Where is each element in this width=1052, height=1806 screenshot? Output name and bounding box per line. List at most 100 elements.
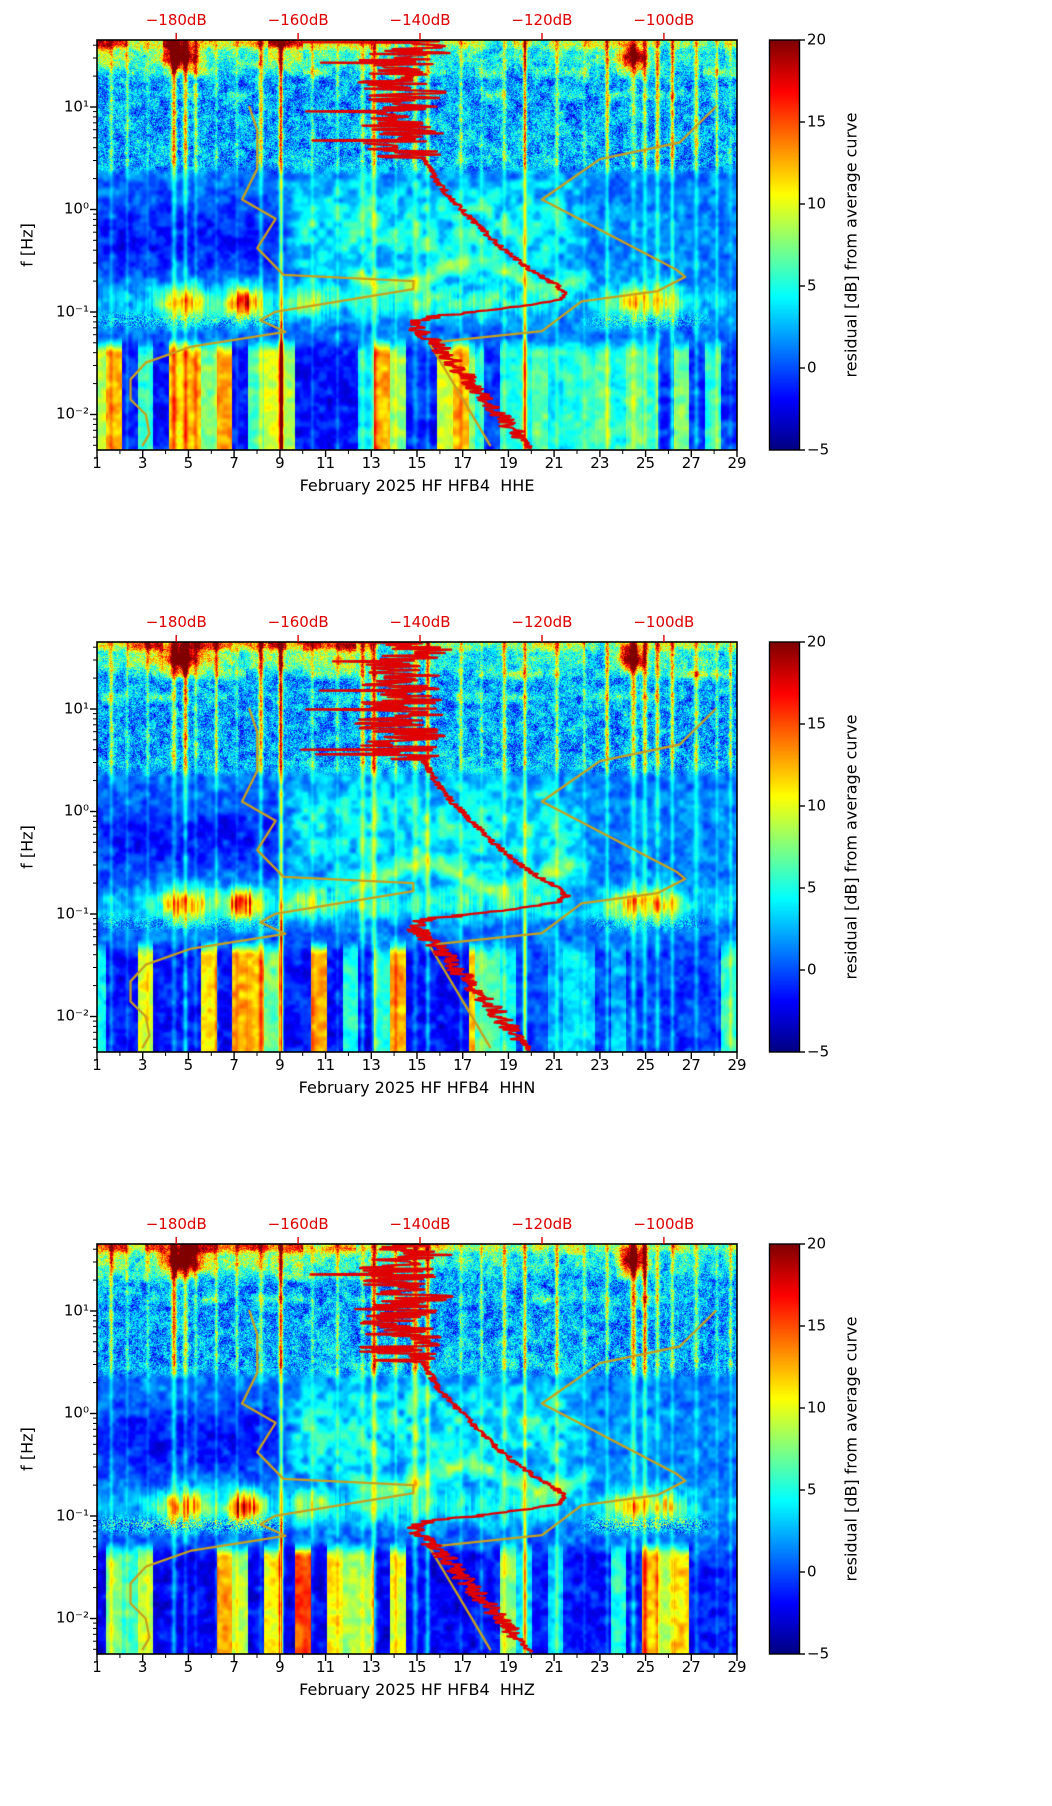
y-tick-label: 10⁰ [63, 801, 89, 820]
panel-hhz: f [Hz] February 2025 HF HFB4 HHZ residua… [0, 1204, 1052, 1806]
y-tick-label: 10¹ [63, 1301, 89, 1320]
x-tick-label: 19 [498, 1658, 518, 1676]
colorbar-tick-label: 15 [807, 1316, 827, 1335]
colorbar-tick-label: 0 [807, 960, 817, 979]
x-tick-label: 3 [137, 1658, 148, 1676]
db-tick-label: −140dB [389, 613, 451, 631]
db-tick-label: −100dB [633, 1215, 695, 1233]
db-tick-label: −120dB [511, 1215, 573, 1233]
db-tick-label: −180dB [145, 1215, 207, 1233]
db-tick-label: −140dB [389, 11, 451, 29]
x-tick-label: 23 [590, 454, 610, 472]
y-tick-label: 10⁻² [55, 1006, 89, 1025]
x-tick-label: 1 [92, 1658, 102, 1676]
y-axis-label: f [Hz] [17, 825, 37, 869]
x-tick-label: 17 [453, 454, 473, 472]
x-tick-label: 25 [636, 1056, 656, 1074]
db-tick-label: −100dB [633, 613, 695, 631]
colorbar-label: residual [dB] from average curve [841, 112, 861, 378]
x-tick-label: 21 [544, 454, 564, 472]
colorbar-hhz [770, 1244, 800, 1654]
x-tick-label: 9 [275, 1056, 285, 1074]
x-tick-label: 9 [275, 1658, 285, 1676]
y-tick-label: 10⁰ [63, 1403, 89, 1422]
db-tick-label: −160dB [267, 613, 329, 631]
x-tick-label: 15 [407, 1658, 427, 1676]
y-tick-label: 10⁻² [55, 404, 89, 423]
x-tick-label: 1 [92, 454, 102, 472]
colorbar-tick-label: 20 [807, 632, 827, 651]
x-axis-label-hhz: February 2025 HF HFB4 HHZ [299, 1680, 535, 1699]
colorbar-tick-label: 10 [807, 194, 827, 213]
x-tick-label: 3 [137, 1056, 148, 1074]
panel-hhe: f [Hz] February 2025 HF HFB4 HHE residua… [0, 0, 1052, 602]
x-tick-label: 5 [183, 1056, 194, 1074]
x-tick-label: 11 [316, 1056, 336, 1074]
x-tick-label: 15 [407, 454, 427, 472]
x-axis-label-hhe: February 2025 HF HFB4 HHE [299, 476, 535, 495]
db-tick-label: −100dB [633, 11, 695, 29]
colorbar-tick-label: 0 [807, 1562, 817, 1581]
colorbar-tick-label: 15 [807, 112, 827, 131]
x-tick-label: 27 [681, 454, 701, 472]
x-tick-label: 15 [407, 1056, 427, 1074]
y-tick-label: 10¹ [63, 699, 89, 718]
db-tick-label: −180dB [145, 11, 207, 29]
y-axis-label: f [Hz] [17, 223, 37, 267]
x-axis-label-hhn: February 2025 HF HFB4 HHN [298, 1078, 536, 1097]
x-tick-label: 13 [361, 454, 381, 472]
y-tick-label: 10⁻¹ [55, 302, 89, 321]
x-tick-label: 5 [183, 1658, 194, 1676]
x-tick-label: 29 [727, 1056, 747, 1074]
x-tick-label: 13 [361, 1056, 381, 1074]
x-tick-label: 13 [361, 1658, 381, 1676]
x-tick-label: 19 [498, 454, 518, 472]
x-tick-label: 9 [275, 454, 285, 472]
colorbar-tick-label: 10 [807, 1398, 827, 1417]
x-tick-label: 23 [590, 1658, 610, 1676]
y-tick-label: 10⁰ [63, 199, 89, 218]
db-tick-label: −140dB [389, 1215, 451, 1233]
spectrogram-canvas-hhz [97, 1244, 737, 1654]
db-tick-label: −120dB [511, 11, 573, 29]
y-tick-label: 10⁻² [55, 1608, 89, 1627]
y-tick-label: 10⁻¹ [55, 1506, 89, 1525]
x-tick-label: 19 [498, 1056, 518, 1074]
colorbar-tick-label: 0 [807, 358, 817, 377]
db-tick-label: −180dB [145, 613, 207, 631]
x-tick-label: 29 [727, 454, 747, 472]
colorbar-label: residual [dB] from average curve [841, 1316, 861, 1582]
colorbar-tick-label: 5 [807, 1480, 817, 1499]
x-tick-label: 7 [229, 1056, 239, 1074]
x-tick-label: 7 [229, 1658, 239, 1676]
colorbar-tick-label: 10 [807, 796, 827, 815]
x-tick-label: 25 [636, 1658, 656, 1676]
colorbar-tick-label: −5 [807, 1644, 830, 1663]
x-tick-label: 27 [681, 1056, 701, 1074]
colorbar-tick-label: −5 [807, 1042, 830, 1061]
colorbar-tick-label: 20 [807, 30, 827, 49]
colorbar-tick-label: 5 [807, 878, 817, 897]
x-tick-label: 27 [681, 1658, 701, 1676]
db-tick-label: −160dB [267, 1215, 329, 1233]
colorbar-tick-label: 15 [807, 714, 827, 733]
colorbar-tick-label: 20 [807, 1234, 827, 1253]
x-tick-label: 29 [727, 1658, 747, 1676]
y-tick-label: 10¹ [63, 97, 89, 116]
x-tick-label: 21 [544, 1056, 564, 1074]
db-tick-label: −120dB [511, 613, 573, 631]
x-tick-label: 17 [453, 1658, 473, 1676]
x-tick-label: 3 [137, 454, 148, 472]
colorbar-hhe [770, 40, 800, 450]
panel-hhn: f [Hz] February 2025 HF HFB4 HHN residua… [0, 602, 1052, 1204]
spectrogram-canvas-hhn [97, 642, 737, 1052]
colorbar-tick-label: 5 [807, 276, 817, 295]
colorbar-hhn [770, 642, 800, 1052]
db-tick-label: −160dB [267, 11, 329, 29]
x-tick-label: 23 [590, 1056, 610, 1074]
x-tick-label: 17 [453, 1056, 473, 1074]
colorbar-tick-label: −5 [807, 440, 830, 459]
x-tick-label: 11 [316, 1658, 336, 1676]
x-tick-label: 5 [183, 454, 194, 472]
